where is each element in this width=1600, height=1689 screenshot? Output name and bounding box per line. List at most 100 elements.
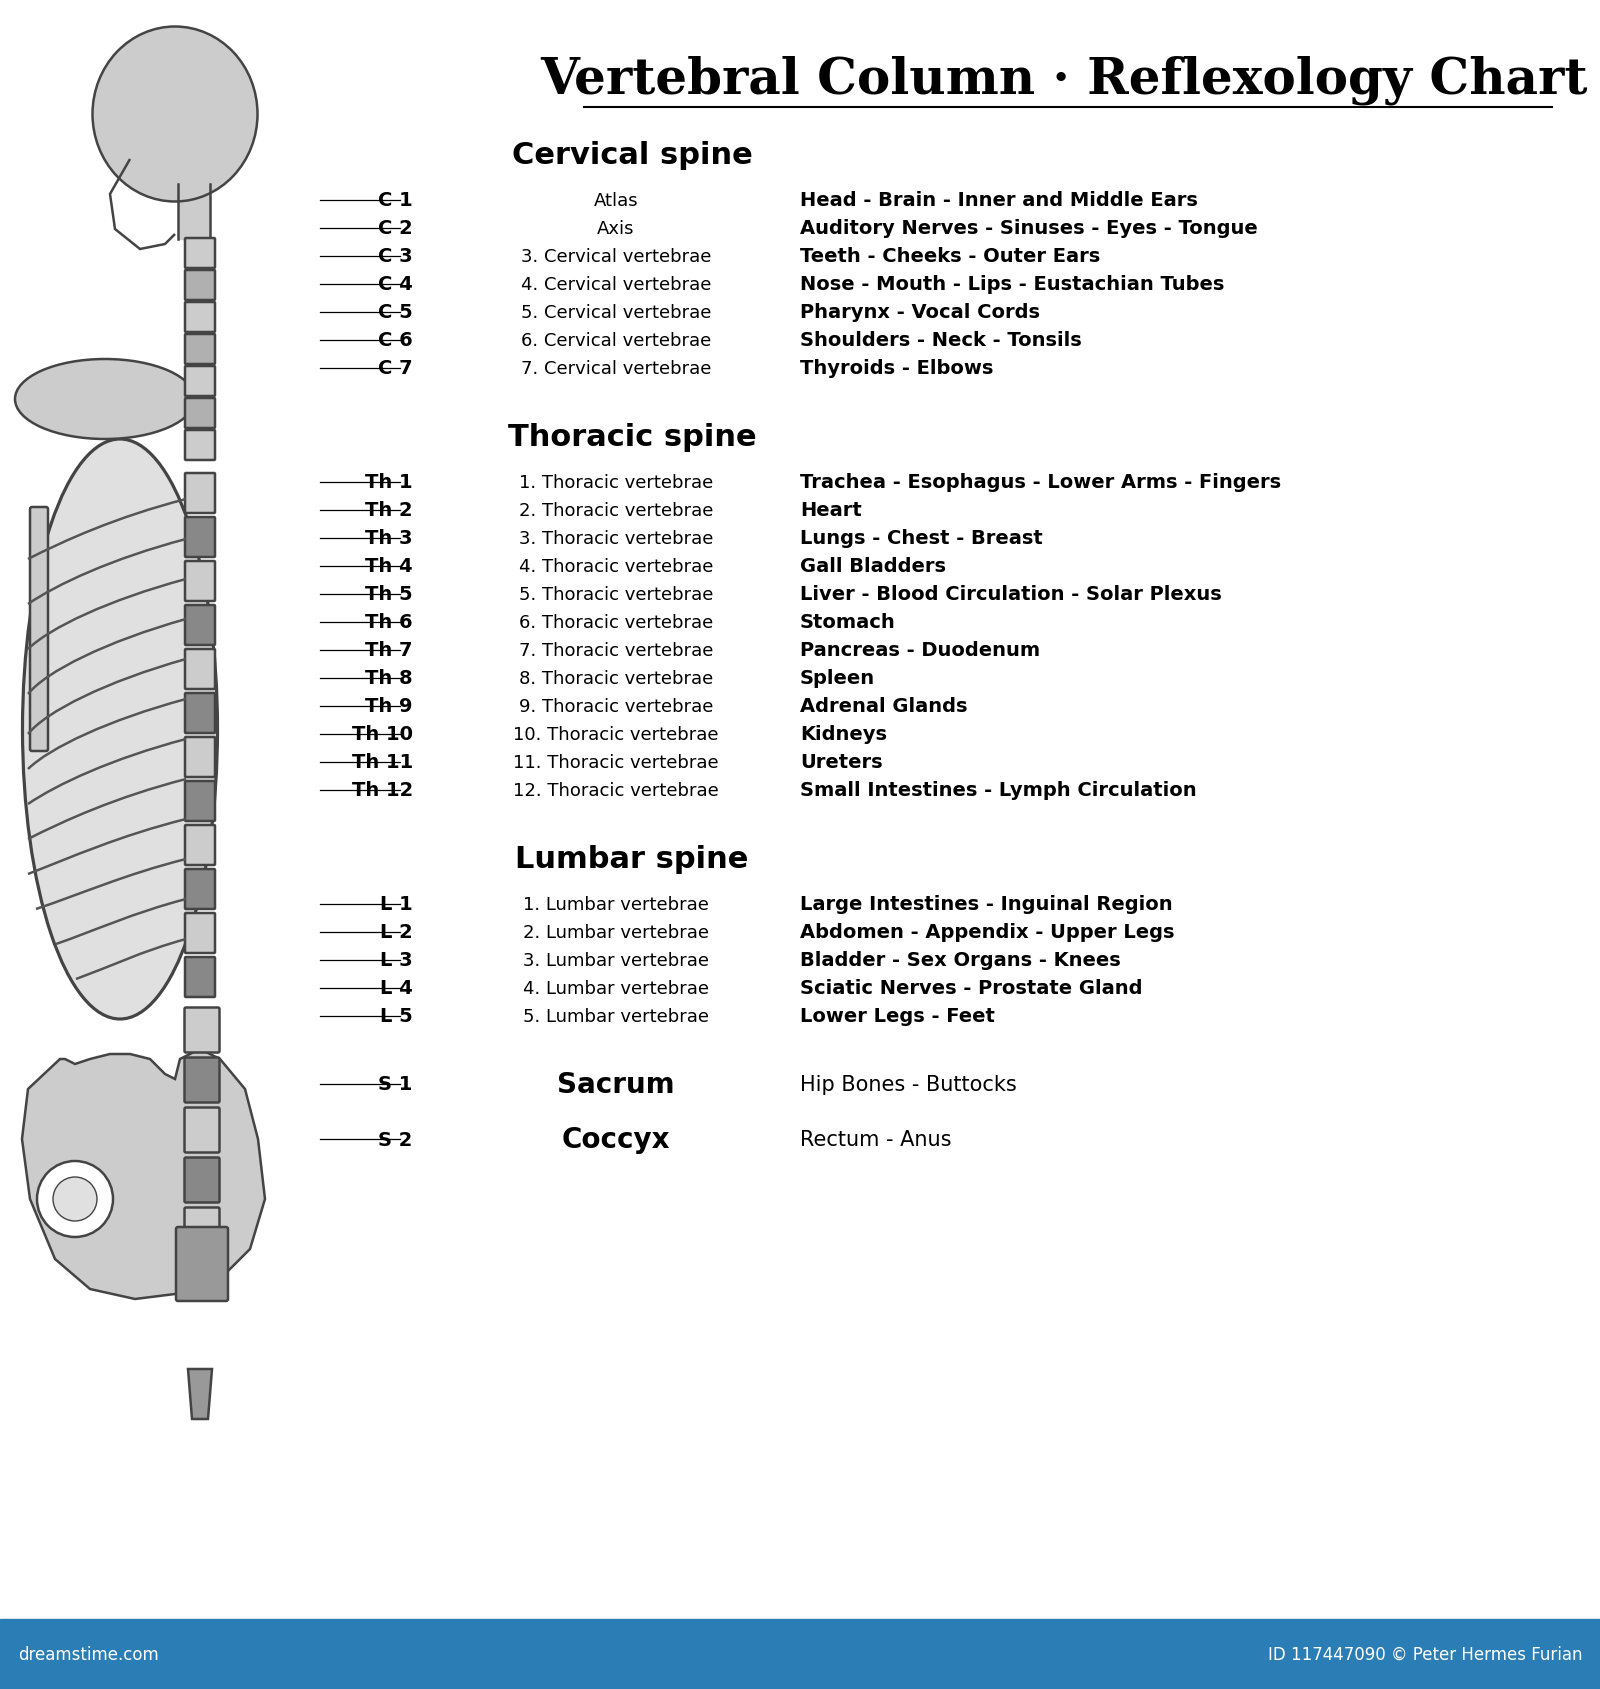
FancyBboxPatch shape — [184, 1159, 219, 1203]
Text: Th 9: Th 9 — [365, 698, 413, 716]
FancyBboxPatch shape — [176, 1228, 229, 1301]
Text: Th 12: Th 12 — [352, 780, 413, 801]
Text: 1. Lumbar vertebrae: 1. Lumbar vertebrae — [523, 895, 709, 914]
Text: C 5: C 5 — [378, 304, 413, 323]
Text: C 4: C 4 — [378, 275, 413, 294]
Text: C 7: C 7 — [378, 360, 413, 378]
Text: Shoulders - Neck - Tonsils: Shoulders - Neck - Tonsils — [800, 331, 1082, 350]
Text: 9. Thoracic vertebrae: 9. Thoracic vertebrae — [518, 698, 714, 716]
FancyBboxPatch shape — [184, 1057, 219, 1103]
Text: Teeth - Cheeks - Outer Ears: Teeth - Cheeks - Outer Ears — [800, 247, 1101, 267]
Text: Heart: Heart — [800, 502, 862, 520]
Text: Nose - Mouth - Lips - Eustachian Tubes: Nose - Mouth - Lips - Eustachian Tubes — [800, 275, 1224, 294]
Text: 11. Thoracic vertebrae: 11. Thoracic vertebrae — [514, 753, 718, 772]
Text: Thoracic spine: Thoracic spine — [507, 422, 757, 451]
Text: 5. Cervical vertebrae: 5. Cervical vertebrae — [522, 304, 710, 323]
Text: Small Intestines - Lymph Circulation: Small Intestines - Lymph Circulation — [800, 780, 1197, 801]
Text: Abdomen - Appendix - Upper Legs: Abdomen - Appendix - Upper Legs — [800, 922, 1174, 942]
Text: L 5: L 5 — [381, 1007, 413, 1025]
Text: 8. Thoracic vertebrae: 8. Thoracic vertebrae — [518, 669, 714, 687]
Text: 2. Thoracic vertebrae: 2. Thoracic vertebrae — [518, 502, 714, 520]
Text: 5. Thoracic vertebrae: 5. Thoracic vertebrae — [518, 586, 714, 603]
Text: Th 3: Th 3 — [365, 529, 413, 549]
FancyBboxPatch shape — [186, 606, 214, 645]
Text: Axis: Axis — [597, 220, 635, 238]
FancyBboxPatch shape — [186, 914, 214, 953]
Text: Cervical spine: Cervical spine — [512, 140, 752, 169]
Text: 2. Lumbar vertebrae: 2. Lumbar vertebrae — [523, 924, 709, 941]
Text: Lumbar spine: Lumbar spine — [515, 844, 749, 873]
FancyBboxPatch shape — [186, 782, 214, 821]
Text: Stomach: Stomach — [800, 613, 896, 632]
Polygon shape — [22, 1049, 266, 1299]
Text: 3. Thoracic vertebrae: 3. Thoracic vertebrae — [518, 530, 714, 547]
Text: 4. Cervical vertebrae: 4. Cervical vertebrae — [522, 275, 710, 294]
Text: S 1: S 1 — [379, 1074, 413, 1094]
Text: Pharynx - Vocal Cords: Pharynx - Vocal Cords — [800, 304, 1040, 323]
Text: Th 6: Th 6 — [365, 613, 413, 632]
Circle shape — [37, 1162, 114, 1238]
Text: Th 4: Th 4 — [365, 557, 413, 576]
Text: Sacrum: Sacrum — [557, 1071, 675, 1098]
Text: L 1: L 1 — [381, 895, 413, 914]
Text: 6. Cervical vertebrae: 6. Cervical vertebrae — [522, 331, 710, 350]
FancyBboxPatch shape — [186, 958, 214, 998]
FancyBboxPatch shape — [184, 1008, 219, 1052]
Text: 7. Cervical vertebrae: 7. Cervical vertebrae — [522, 360, 710, 378]
Text: Th 5: Th 5 — [365, 584, 413, 605]
Text: 12. Thoracic vertebrae: 12. Thoracic vertebrae — [514, 782, 718, 799]
Text: Pancreas - Duodenum: Pancreas - Duodenum — [800, 642, 1040, 660]
FancyBboxPatch shape — [186, 238, 214, 269]
FancyBboxPatch shape — [186, 399, 214, 429]
Text: Liver - Blood Circulation - Solar Plexus: Liver - Blood Circulation - Solar Plexus — [800, 584, 1222, 605]
Text: C 2: C 2 — [378, 220, 413, 238]
FancyBboxPatch shape — [186, 738, 214, 777]
FancyBboxPatch shape — [186, 562, 214, 601]
Text: Th 11: Th 11 — [352, 753, 413, 772]
FancyBboxPatch shape — [186, 650, 214, 689]
Text: Bladder - Sex Organs - Knees: Bladder - Sex Organs - Knees — [800, 951, 1120, 969]
Polygon shape — [189, 1370, 211, 1419]
Text: Ureters: Ureters — [800, 753, 883, 772]
Text: Kidneys: Kidneys — [800, 725, 886, 745]
FancyBboxPatch shape — [186, 334, 214, 365]
Ellipse shape — [14, 360, 195, 439]
Text: Adrenal Glands: Adrenal Glands — [800, 698, 968, 716]
Text: L 2: L 2 — [381, 922, 413, 942]
Text: Th 8: Th 8 — [365, 669, 413, 687]
Text: Vertebral Column · Reflexology Chart: Vertebral Column · Reflexology Chart — [541, 56, 1587, 105]
FancyBboxPatch shape — [186, 302, 214, 333]
Text: Head - Brain - Inner and Middle Ears: Head - Brain - Inner and Middle Ears — [800, 191, 1198, 211]
Text: Hip Bones - Buttocks: Hip Bones - Buttocks — [800, 1074, 1016, 1094]
Text: C 3: C 3 — [378, 247, 413, 267]
FancyBboxPatch shape — [184, 1208, 219, 1253]
FancyBboxPatch shape — [186, 367, 214, 397]
FancyBboxPatch shape — [186, 519, 214, 557]
Text: 6. Thoracic vertebrae: 6. Thoracic vertebrae — [518, 613, 714, 632]
Text: C 6: C 6 — [378, 331, 413, 350]
Text: Gall Bladders: Gall Bladders — [800, 557, 946, 576]
Text: Atlas: Atlas — [594, 193, 638, 209]
Ellipse shape — [93, 27, 258, 203]
FancyBboxPatch shape — [186, 870, 214, 909]
Text: Large Intestines - Inguinal Region: Large Intestines - Inguinal Region — [800, 895, 1173, 914]
Text: Rectum - Anus: Rectum - Anus — [800, 1130, 952, 1149]
Text: Sciatic Nerves - Prostate Gland: Sciatic Nerves - Prostate Gland — [800, 980, 1142, 998]
FancyBboxPatch shape — [186, 431, 214, 461]
Text: Th 2: Th 2 — [365, 502, 413, 520]
Text: Lungs - Chest - Breast: Lungs - Chest - Breast — [800, 529, 1043, 549]
Text: 3. Lumbar vertebrae: 3. Lumbar vertebrae — [523, 951, 709, 969]
Bar — [0, 1620, 1600, 1689]
Text: 4. Lumbar vertebrae: 4. Lumbar vertebrae — [523, 980, 709, 998]
Text: 3. Cervical vertebrae: 3. Cervical vertebrae — [522, 248, 710, 265]
FancyBboxPatch shape — [186, 826, 214, 865]
Circle shape — [53, 1177, 98, 1221]
Text: C 1: C 1 — [378, 191, 413, 211]
FancyBboxPatch shape — [186, 694, 214, 733]
Text: ID 117447090 © Peter Hermes Furian: ID 117447090 © Peter Hermes Furian — [1267, 1645, 1582, 1664]
Text: Th 10: Th 10 — [352, 725, 413, 745]
Text: Th 1: Th 1 — [365, 473, 413, 491]
Text: dreamstime.com: dreamstime.com — [18, 1645, 158, 1664]
Ellipse shape — [22, 439, 218, 1020]
Text: 5. Lumbar vertebrae: 5. Lumbar vertebrae — [523, 1007, 709, 1025]
